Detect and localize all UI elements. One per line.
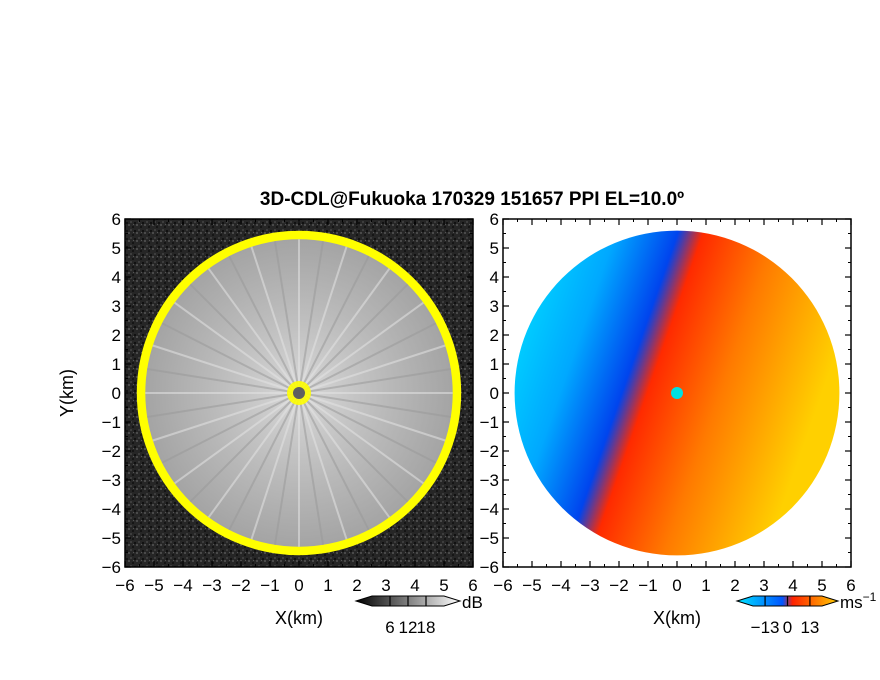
x-tick-label: 0	[672, 576, 681, 595]
left-axis-ticks: −6−6 −5 −5 −4 −4 −3 −3 −2 −2 −1 −1 0 0 1 1 2 2 3 3 4 4 5 5 6 6	[102, 210, 478, 595]
velocity-panel	[503, 219, 851, 567]
x-axis-label-right: X(km)	[653, 608, 701, 628]
y-tick-label: −6	[102, 558, 121, 577]
y-tick-label: 6	[112, 210, 121, 229]
x-tick-label: 4	[410, 576, 419, 595]
colorbar-unit-exponent: −1	[863, 590, 877, 604]
x-tick-label: 5	[817, 576, 826, 595]
colorbar-tick-label: 12	[399, 618, 418, 637]
x-tick-label: 3	[381, 576, 390, 595]
y-tick-label: −3	[480, 471, 499, 490]
reflectivity-edge-ring	[136, 230, 462, 556]
y-tick-label: −1	[102, 413, 121, 432]
velocity-colorbar: −13 0 13 ms−1	[735, 590, 877, 637]
x-tick-label: 5	[439, 576, 448, 595]
y-tick-label: −4	[102, 500, 121, 519]
colorbar-tick-label: 6	[385, 618, 394, 637]
y-axis-label: Y(km)	[57, 369, 77, 417]
x-axis-label-left: X(km)	[275, 608, 323, 628]
colorbar-unit-db: dB	[462, 593, 483, 612]
x-tick-label: 4	[788, 576, 797, 595]
y-tick-label: −2	[480, 442, 499, 461]
colorbar-unit-ms: ms−1	[840, 590, 877, 612]
y-tick-label: 6	[490, 210, 499, 229]
x-tick-label: 1	[701, 576, 710, 595]
y-tick-label: −2	[102, 442, 121, 461]
colorbar-tick-label: 0	[783, 618, 792, 637]
colorbar-tick-label: 13	[800, 618, 819, 637]
y-tick-label: 4	[490, 268, 499, 287]
x-tick-label: 0	[294, 576, 303, 595]
colorbar-tick-label: 18	[417, 618, 436, 637]
y-tick-label: −1	[480, 413, 499, 432]
y-tick-label: 4	[112, 268, 121, 287]
y-tick-label: 5	[112, 239, 121, 258]
x-tick-label: −3	[580, 576, 599, 595]
x-tick-label: −2	[231, 576, 250, 595]
x-tick-label: 6	[846, 576, 855, 595]
y-tick-label: −5	[102, 529, 121, 548]
x-tick-label: −6	[115, 576, 134, 595]
y-tick-label: 3	[112, 297, 121, 316]
y-tick-label: −6	[480, 558, 499, 577]
y-tick-label: −4	[480, 500, 499, 519]
x-tick-label: 2	[730, 576, 739, 595]
y-tick-label: 1	[490, 355, 499, 374]
velocity-center-marker	[671, 387, 683, 399]
reflectivity-panel	[125, 219, 473, 567]
y-tick-label: 2	[112, 326, 121, 345]
x-tick-label: −4	[551, 576, 570, 595]
x-tick-label: 6	[468, 576, 477, 595]
x-tick-label: −1	[638, 576, 657, 595]
right-axis-ticks: −6−6 −5 −5 −4 −4 −3 −3 −2 −2 −1 −1 0 0 1 1 2 2 3 3 4 4 5 5 6 6	[480, 210, 856, 595]
y-tick-label: 5	[490, 239, 499, 258]
x-tick-label: −5	[522, 576, 541, 595]
x-tick-label: −1	[260, 576, 279, 595]
x-tick-label: −5	[144, 576, 163, 595]
x-tick-label: −2	[609, 576, 628, 595]
x-tick-label: −6	[493, 576, 512, 595]
chart-title: 3D-CDL@Fukuoka 170329 151657 PPI EL=10.0…	[260, 189, 684, 210]
y-tick-label: 2	[490, 326, 499, 345]
x-tick-label: 1	[323, 576, 332, 595]
x-tick-label: 3	[759, 576, 768, 595]
reflectivity-colorbar: 6 12 18 dB	[354, 593, 483, 637]
x-tick-label: 2	[352, 576, 361, 595]
y-tick-label: 0	[112, 384, 121, 403]
y-tick-label: 0	[490, 384, 499, 403]
y-tick-label: −3	[102, 471, 121, 490]
x-tick-label: −3	[202, 576, 221, 595]
radar-center-marker	[293, 387, 305, 399]
x-tick-label: −4	[173, 576, 192, 595]
y-tick-label: 3	[490, 297, 499, 316]
y-tick-label: −5	[480, 529, 499, 548]
y-tick-label: 1	[112, 355, 121, 374]
colorbar-tick-label: −13	[751, 618, 780, 637]
reflectivity-rays	[145, 239, 453, 547]
